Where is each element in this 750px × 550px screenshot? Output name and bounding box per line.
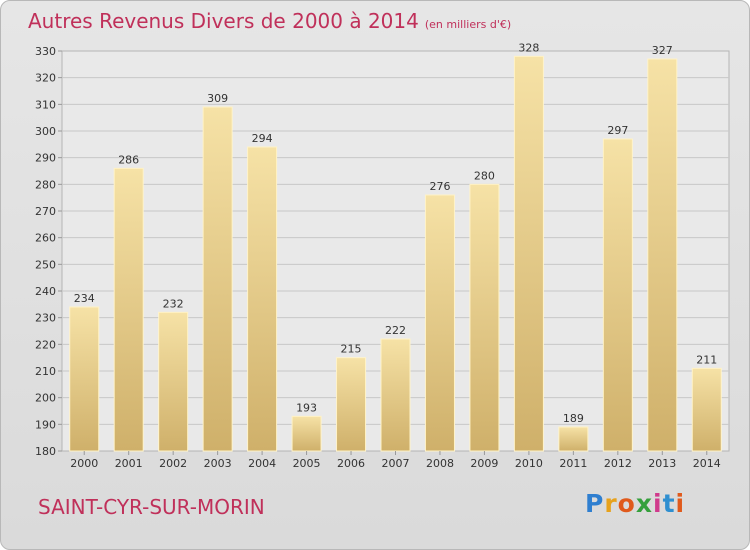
y-tick-label: 200 <box>35 392 56 405</box>
y-tick-label: 250 <box>35 258 56 271</box>
x-tick-label: 2003 <box>204 457 232 470</box>
x-tick-label: 2013 <box>648 457 676 470</box>
x-tick-label: 2011 <box>559 457 587 470</box>
y-tick-label: 260 <box>35 232 56 245</box>
x-axis-labels: 2000 2001 2002 2003 2004 2005 2006 2007 2008 2009… <box>70 451 721 470</box>
bar-value-label: 189 <box>563 412 584 425</box>
proxiti-logo: Proxiti <box>585 489 685 518</box>
y-tick-label: 280 <box>35 178 56 191</box>
bar-value-label: 294 <box>252 132 273 145</box>
x-tick-label: 2010 <box>515 457 543 470</box>
y-tick-label: 320 <box>35 72 56 85</box>
logo-letter: r <box>604 489 618 518</box>
bar-value-label: 193 <box>296 401 317 414</box>
bar-value-label: 309 <box>207 92 228 105</box>
bar-value-label: 276 <box>429 180 450 193</box>
bar <box>424 194 455 452</box>
bar <box>691 367 722 452</box>
chart-title-main: Autres Revenus Divers de 2000 à 2014 <box>28 9 419 33</box>
x-tick-label: 2002 <box>159 457 187 470</box>
logo-letter: i <box>675 489 686 518</box>
x-tick-label: 2004 <box>248 457 276 470</box>
bar-value-label: 297 <box>607 124 628 137</box>
bar <box>602 138 633 452</box>
bar <box>158 311 189 452</box>
y-tick-label: 230 <box>35 312 56 325</box>
bar-value-label: 327 <box>652 44 673 57</box>
bar-value-label: 234 <box>74 292 95 305</box>
y-tick-label: 240 <box>35 285 56 298</box>
y-tick-label: 180 <box>35 445 56 458</box>
bar-value-label: 328 <box>518 41 539 54</box>
x-tick-label: 2008 <box>426 457 454 470</box>
y-tick-label: 190 <box>35 418 56 431</box>
logo-letter: P <box>585 489 605 518</box>
x-tick-label: 2014 <box>693 457 721 470</box>
x-tick-label: 2001 <box>115 457 143 470</box>
bar <box>202 106 233 452</box>
y-tick-label: 310 <box>35 98 56 111</box>
logo-letter: t <box>662 489 676 518</box>
bar <box>69 306 100 452</box>
y-axis-labels: 180 190 200 210 220 230 240 250 260 270 280 290 300 3… <box>35 45 56 458</box>
y-tick-label: 220 <box>35 338 56 351</box>
bar <box>380 338 411 452</box>
x-tick-label: 2012 <box>604 457 632 470</box>
bar <box>336 357 367 452</box>
bar <box>558 426 589 452</box>
logo-letter: i <box>653 489 663 518</box>
y-tick-label: 330 <box>35 45 56 58</box>
bar <box>647 58 678 452</box>
y-tick-label: 300 <box>35 125 56 138</box>
x-tick-label: 2005 <box>293 457 321 470</box>
bar-value-label: 215 <box>341 343 362 356</box>
bar <box>247 146 278 452</box>
y-tick-label: 210 <box>35 365 56 378</box>
bar <box>513 55 544 452</box>
y-tick-label: 290 <box>35 152 56 165</box>
logo-letter: x <box>635 489 653 518</box>
x-tick-label: 2006 <box>337 457 365 470</box>
x-tick-label: 2007 <box>382 457 410 470</box>
commune-name: SAINT-CYR-SUR-MORIN <box>38 495 265 519</box>
y-tick-label: 270 <box>35 205 56 218</box>
logo-letter: o <box>617 489 636 518</box>
bar-value-label: 286 <box>118 153 139 166</box>
bar <box>113 167 144 452</box>
chart-title-unit: (en milliers d'€) <box>424 18 512 31</box>
bar <box>469 183 500 452</box>
x-tick-label: 2000 <box>70 457 98 470</box>
bar <box>291 415 322 452</box>
x-tick-label: 2009 <box>470 457 498 470</box>
chart-title: Autres Revenus Divers de 2000 à 2014 (en … <box>28 9 511 33</box>
bar-value-label: 280 <box>474 169 495 182</box>
bar-value-label: 232 <box>163 297 184 310</box>
bar-value-label: 211 <box>696 353 717 366</box>
bar-value-label: 222 <box>385 324 406 337</box>
